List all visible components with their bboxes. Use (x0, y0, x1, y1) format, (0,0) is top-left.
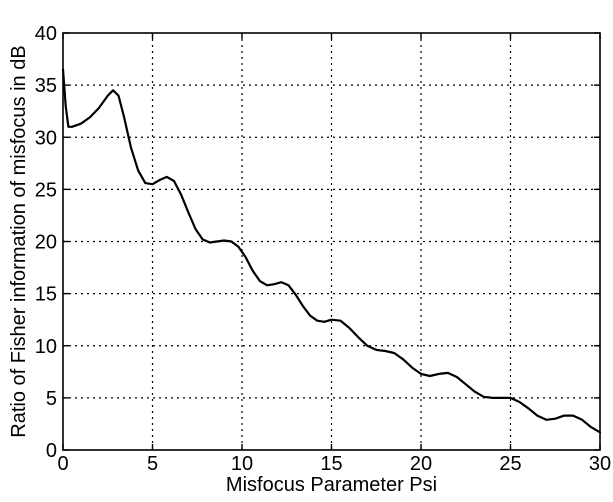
x-tick-label: 25 (499, 453, 521, 475)
y-tick-label: 30 (35, 127, 57, 149)
y-tick-label: 20 (35, 232, 57, 254)
y-tick-label: 35 (35, 75, 57, 97)
x-tick-label: 0 (57, 453, 68, 475)
y-tick-label: 0 (46, 440, 57, 462)
y-tick-label: 25 (35, 179, 57, 201)
x-tick-label: 15 (320, 453, 342, 475)
y-tick-label: 10 (35, 336, 57, 358)
axes-frame (62, 32, 601, 451)
y-tick-label: 40 (35, 23, 57, 45)
y-axis-title: Ratio of Fisher information of misfocus … (8, 45, 30, 437)
x-tick-label: 5 (147, 453, 158, 475)
y-axis-tick-labels: 0 5 10 15 20 25 30 35 40 (35, 23, 57, 462)
x-tick-label: 10 (231, 453, 253, 475)
y-tick-label: 15 (35, 284, 57, 306)
data-line-series (61, 68, 602, 434)
y-tick-label: 5 (46, 388, 57, 410)
x-axis-tick-labels: 0 5 10 15 20 25 30 (57, 453, 611, 475)
x-tick-label: 30 (589, 453, 611, 475)
x-axis-title: Misfocus Parameter Psi (226, 474, 437, 496)
x-tick-label: 20 (410, 453, 432, 475)
